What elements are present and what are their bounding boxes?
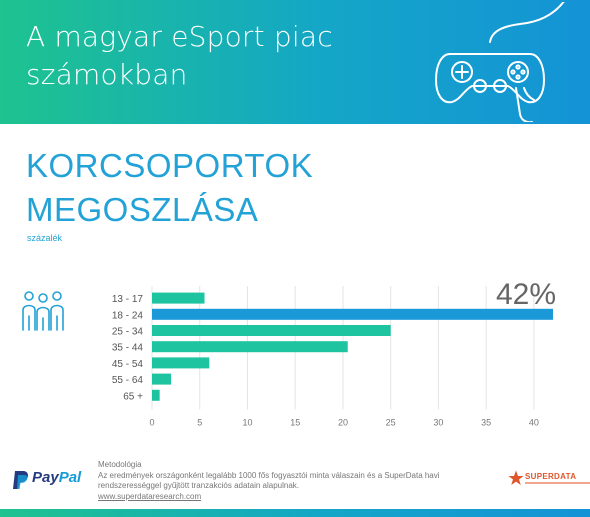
x-tick-label: 40 <box>529 417 539 427</box>
bar <box>152 325 391 336</box>
methodology-title: Metodológia <box>98 460 142 469</box>
section-title: KORCSOPORTOK MEGOSZLÁSA <box>26 144 313 232</box>
bar <box>152 357 210 369</box>
x-tick-label: 25 <box>386 417 396 427</box>
methodology: Metodológia Az eredmények országonként l… <box>98 460 468 502</box>
paypal-icon <box>13 471 28 489</box>
section-title-line1: KORCSOPORTOK <box>26 147 314 184</box>
category-label: 65 + <box>123 391 143 402</box>
footer-bar <box>0 509 590 517</box>
bar <box>152 341 348 353</box>
source-link[interactable]: www.superdataresearch.com <box>98 491 202 501</box>
unit-label: százalék <box>27 233 63 243</box>
x-tick-label: 10 <box>242 417 252 427</box>
superdata-name: SUPERDATA <box>525 472 577 481</box>
superdata-tagline-bar <box>525 482 590 484</box>
x-tick-label: 5 <box>197 417 202 427</box>
category-label: 35 - 44 <box>112 343 144 354</box>
x-tick-label: 0 <box>149 417 154 427</box>
x-tick-label: 15 <box>290 417 300 427</box>
category-label: 45 - 54 <box>112 359 144 370</box>
bar <box>152 389 160 401</box>
category-label: 18 - 24 <box>112 310 144 321</box>
paypal-logo: PayPal <box>32 469 81 486</box>
x-tick-label: 20 <box>338 417 348 427</box>
category-label: 25 - 34 <box>112 327 144 338</box>
game-controller-icon <box>435 2 565 122</box>
paypal-logo-pal: Pal <box>58 469 82 486</box>
highlight-value-label: 42% <box>496 278 556 311</box>
x-tick-label: 35 <box>481 417 491 427</box>
page-title: A magyar eSport piac számokban <box>26 20 333 91</box>
bar-chart: 0 5 10 15 20 25 30 35 40 13 - 17 18 - 24 25 - 34 35 … <box>112 278 556 427</box>
bar <box>152 308 553 320</box>
methodology-line2: rendszerességgel gyűjtött tranzakciós ad… <box>98 481 300 490</box>
paypal-logo-pay: Pay <box>32 469 59 486</box>
header-banner: A magyar eSport piac számokban <box>0 0 590 124</box>
superdata-star-icon <box>508 470 524 485</box>
category-label: 55 - 64 <box>112 375 144 386</box>
bar <box>152 292 205 304</box>
methodology-line1: Az eredmények országonként legalább 1000… <box>98 470 440 480</box>
bar <box>152 373 172 385</box>
x-tick-label: 30 <box>433 417 443 427</box>
category-label: 13 - 17 <box>112 294 144 305</box>
section-title-line2: MEGOSZLÁSA <box>26 191 259 228</box>
people-icon <box>22 291 64 331</box>
